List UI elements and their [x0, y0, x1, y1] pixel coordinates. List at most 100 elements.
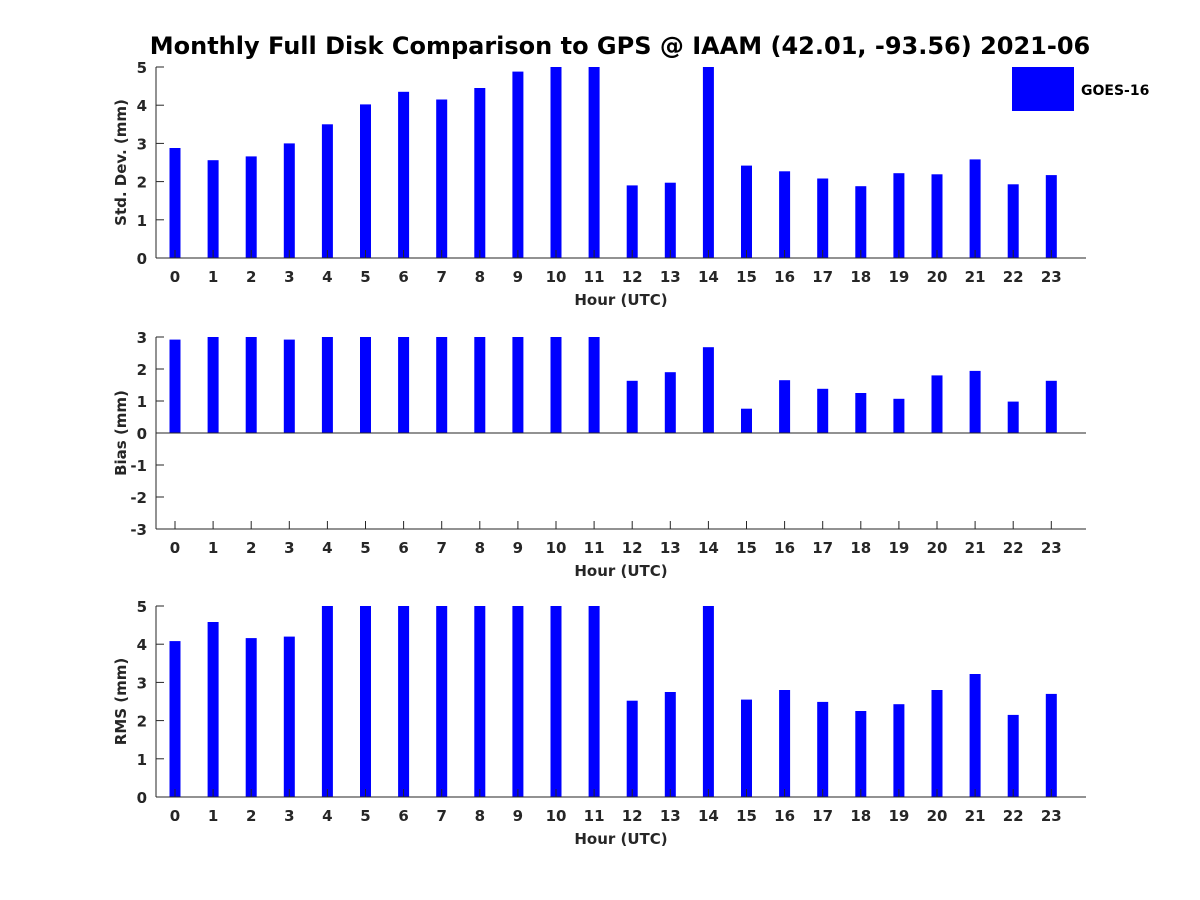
rms-y-tick-label: 1 [137, 751, 147, 769]
std-dev-bar-19 [893, 173, 905, 258]
bias-bar-4 [321, 337, 333, 433]
rms-x-tick-label: 12 [622, 807, 643, 825]
rms-bar-14 [702, 606, 714, 797]
std-dev-x-tick-label: 10 [546, 268, 567, 286]
bias-x-tick-label: 20 [927, 539, 948, 557]
bias-x-tick-label: 15 [736, 539, 757, 557]
rms-x-tick-label: 21 [965, 807, 986, 825]
std-dev-x-tick-label: 17 [812, 268, 833, 286]
rms-x-tick-label: 6 [398, 807, 408, 825]
bias-x-tick-label: 23 [1041, 539, 1062, 557]
bias-bar-3 [283, 339, 295, 433]
bias-x-tick-label: 6 [398, 539, 408, 557]
bias-bar-18 [855, 393, 867, 433]
bias-x-tick-label: 0 [170, 539, 180, 557]
bias-y-tick-label: 2 [137, 361, 147, 379]
bias-bar-13 [664, 372, 676, 433]
rms-x-tick-label: 7 [436, 807, 446, 825]
rms-x-tick-label: 13 [660, 807, 681, 825]
std-dev-bar-7 [436, 99, 448, 258]
rms-bar-1 [207, 622, 219, 797]
bias-bar-21 [969, 370, 981, 433]
bias-x-axis-label: Hour (UTC) [574, 562, 667, 580]
std-dev-x-tick-label: 16 [774, 268, 795, 286]
rms-x-tick-label: 20 [927, 807, 948, 825]
bias-x-tick-label: 17 [812, 539, 833, 557]
bias-bar-19 [893, 398, 905, 433]
bias-bar-20 [931, 375, 943, 433]
bias-x-tick-label: 1 [208, 539, 218, 557]
std-dev-x-tick-label: 19 [888, 268, 909, 286]
bias-bar-5 [360, 337, 371, 433]
bias-bar-9 [512, 337, 524, 433]
rms-x-tick-label: 10 [546, 807, 567, 825]
std-dev-bar-4 [321, 124, 333, 258]
rms-y-tick-label: 2 [137, 713, 147, 731]
legend: GOES-16 [1012, 67, 1149, 111]
bias-bar-0 [169, 339, 181, 433]
bias-x-tick-label: 9 [513, 539, 523, 557]
std-dev-x-tick-label: 7 [436, 268, 446, 286]
std-dev-y-axis-label: Std. Dev. (mm) [112, 99, 130, 226]
std-dev-bar-3 [283, 143, 295, 258]
std-dev-bar-0 [169, 148, 181, 258]
bias-bar-11 [588, 337, 600, 433]
std-dev-bar-5 [360, 104, 371, 259]
rms-x-tick-label: 4 [322, 807, 332, 825]
bias-x-tick-label: 16 [774, 539, 795, 557]
std-dev-bar-1 [207, 160, 219, 258]
rms-bar-17 [817, 701, 829, 797]
std-dev-x-tick-label: 21 [965, 268, 986, 286]
std-dev-x-tick-label: 0 [170, 268, 180, 286]
rms-x-tick-label: 15 [736, 807, 757, 825]
std-dev-x-tick-label: 8 [475, 268, 485, 286]
std-dev-bar-18 [855, 186, 867, 258]
rms-bar-7 [436, 606, 448, 797]
rms-bar-20 [931, 690, 943, 797]
std-dev-bar-22 [1007, 184, 1019, 258]
std-dev-bar-9 [512, 71, 524, 258]
rms-x-tick-label: 16 [774, 807, 795, 825]
std-dev-y-tick-label: 1 [137, 212, 147, 230]
std-dev-bar-16 [779, 171, 791, 258]
std-dev-x-tick-label: 4 [322, 268, 332, 286]
rms-x-tick-label: 0 [170, 807, 180, 825]
std-dev-y-tick-label: 4 [137, 97, 147, 115]
std-dev-bar-6 [398, 91, 410, 258]
bias-y-tick-label: -3 [130, 521, 147, 539]
std-dev-bar-8 [474, 88, 486, 258]
rms-y-tick-label: 0 [137, 789, 147, 807]
bias-bar-15 [741, 408, 752, 433]
std-dev-x-tick-label: 18 [850, 268, 871, 286]
std-dev-x-tick-label: 2 [246, 268, 256, 286]
bias-bar-12 [626, 380, 638, 433]
bias-bars [169, 337, 1057, 433]
bias-x-tick-label: 12 [622, 539, 643, 557]
std-dev-x-tick-label: 22 [1003, 268, 1024, 286]
rms-x-tick-label: 17 [812, 807, 833, 825]
std-dev-bar-14 [702, 67, 714, 258]
bias-y-tick-label: -1 [130, 457, 147, 475]
std-dev-bar-21 [969, 159, 981, 258]
std-dev-bar-10 [550, 67, 562, 258]
rms-x-tick-label: 23 [1041, 807, 1062, 825]
std-dev-bar-20 [931, 174, 943, 258]
bias-bar-17 [817, 388, 829, 433]
bias-x-tick-label: 7 [436, 539, 446, 557]
rms-bar-2 [245, 638, 257, 797]
rms-x-axis-label: Hour (UTC) [574, 830, 667, 848]
rms-bar-9 [512, 606, 524, 797]
bias-y-tick-label: 3 [137, 329, 147, 347]
rms-bar-10 [550, 606, 562, 797]
std-dev-x-tick-label: 12 [622, 268, 643, 286]
std-dev-bar-2 [245, 156, 257, 258]
rms-x-tick-label: 22 [1003, 807, 1024, 825]
bias-bar-16 [779, 380, 791, 433]
rms-x-tick-label: 14 [698, 807, 719, 825]
